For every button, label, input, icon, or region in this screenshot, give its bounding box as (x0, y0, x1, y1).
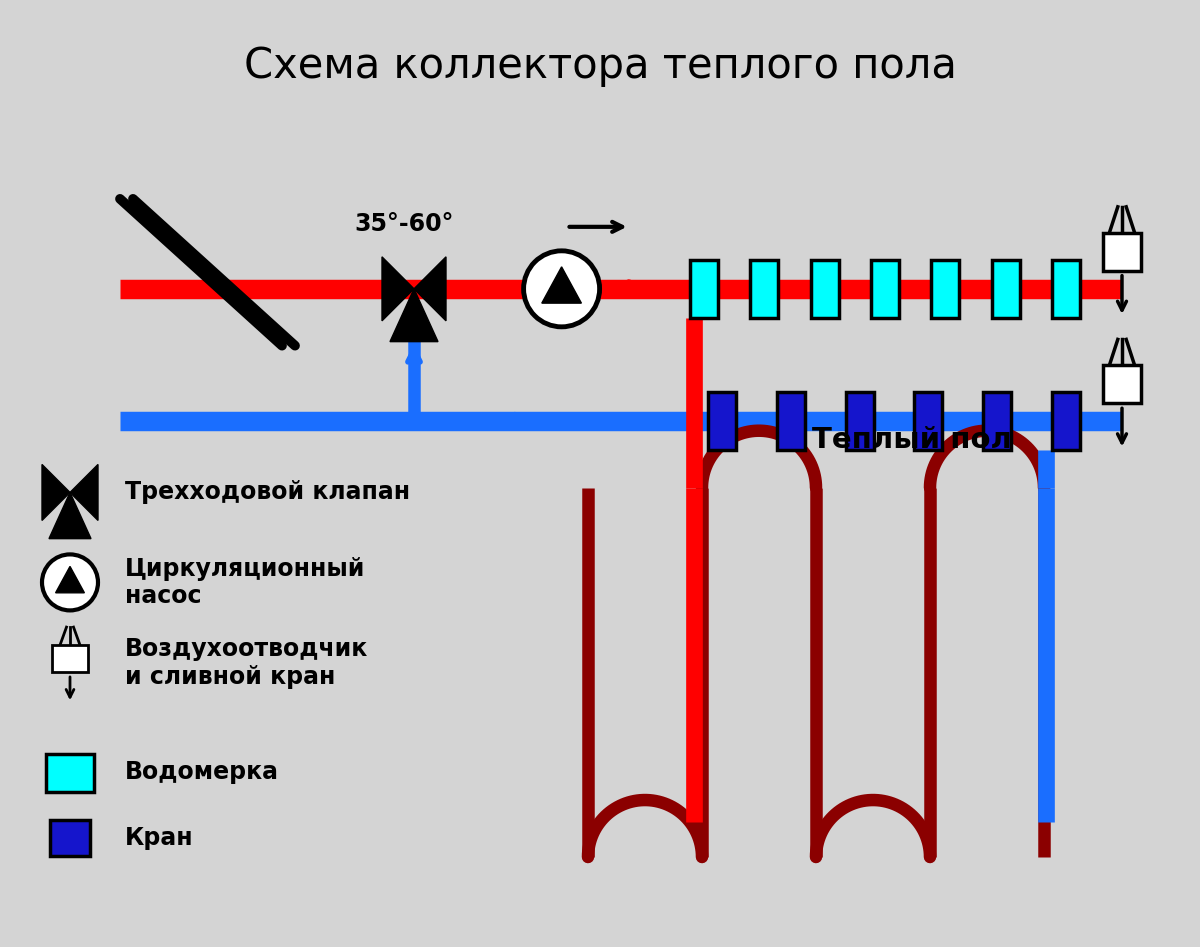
Text: Трехходовой клапан: Трехходовой клапан (125, 480, 410, 505)
Bar (1103, 233, 1141, 271)
Bar (846, 392, 874, 451)
Polygon shape (390, 289, 438, 342)
Polygon shape (542, 267, 581, 303)
Bar (871, 259, 899, 318)
Bar (50, 820, 90, 856)
Bar (776, 392, 805, 451)
Circle shape (523, 251, 600, 327)
Bar (46, 754, 94, 792)
Polygon shape (42, 464, 70, 521)
Text: Теплый пол: Теплый пол (812, 426, 1012, 455)
Bar (750, 259, 779, 318)
Text: Кран: Кран (125, 826, 193, 850)
Text: Схема коллектора теплого пола: Схема коллектора теплого пола (244, 45, 956, 87)
Circle shape (42, 554, 98, 611)
Polygon shape (55, 566, 84, 593)
Bar (708, 392, 736, 451)
Bar (690, 259, 718, 318)
Text: 35°-60°: 35°-60° (354, 212, 454, 236)
Bar (931, 259, 959, 318)
Bar (914, 392, 942, 451)
Text: Воздухоотводчик
и сливной кран: Воздухоотводчик и сливной кран (125, 637, 368, 689)
Polygon shape (49, 492, 91, 539)
Bar (811, 259, 839, 318)
Bar (983, 392, 1012, 451)
Polygon shape (70, 464, 98, 521)
Polygon shape (382, 257, 414, 321)
Bar (991, 259, 1020, 318)
Bar (52, 645, 88, 672)
Text: Циркуляционный
насос: Циркуляционный насос (125, 557, 365, 608)
Bar (1052, 392, 1080, 451)
Text: Водомерка: Водомерка (125, 759, 278, 784)
Bar (1103, 366, 1141, 403)
Polygon shape (414, 257, 446, 321)
Bar (1052, 259, 1080, 318)
